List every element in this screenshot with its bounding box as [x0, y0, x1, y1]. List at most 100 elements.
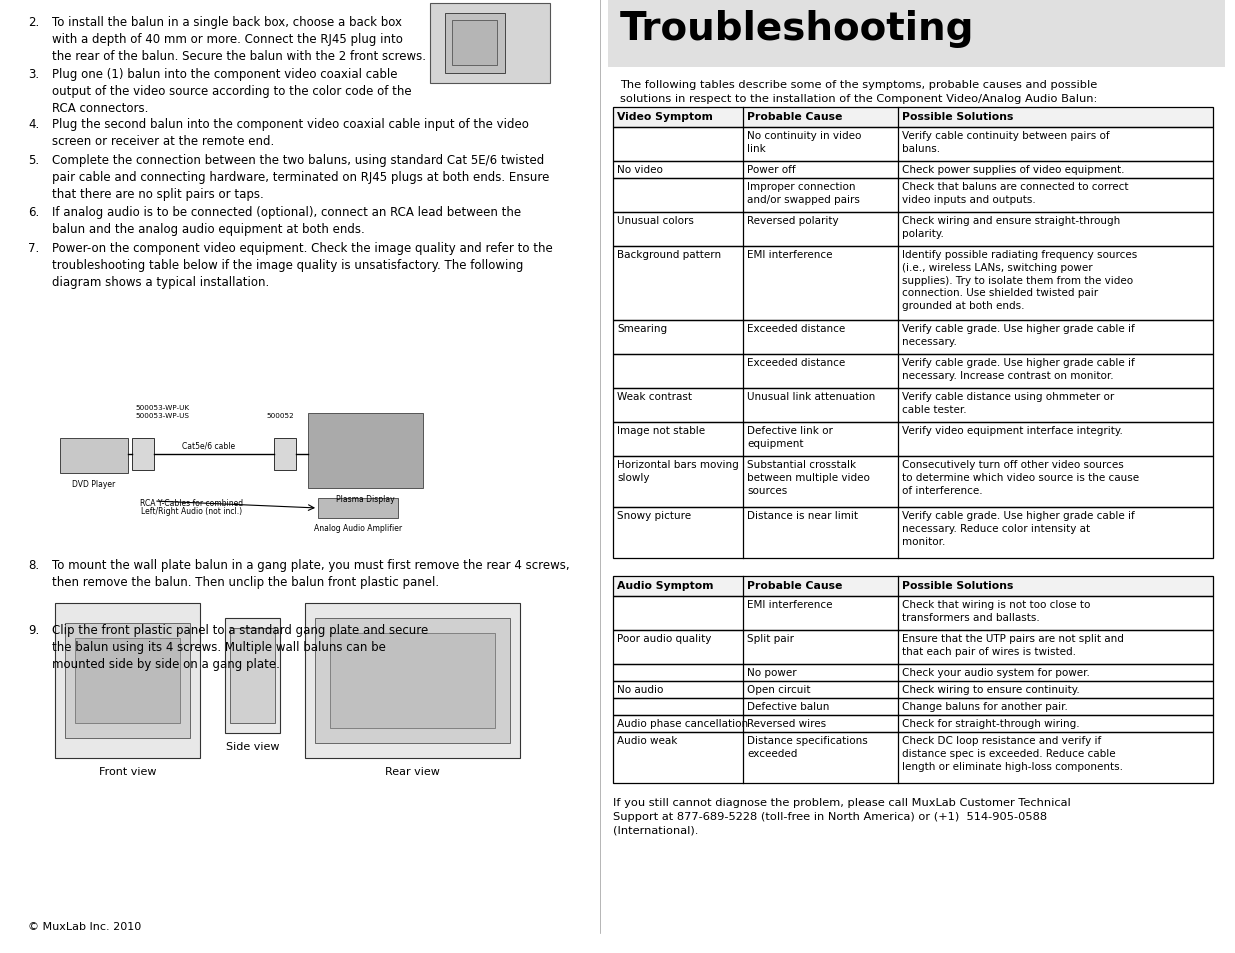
Text: 5.: 5. [28, 153, 40, 167]
Text: Snowy picture: Snowy picture [618, 511, 692, 520]
Text: Exceeded distance: Exceeded distance [747, 324, 845, 334]
Text: © MuxLab Inc. 2010: © MuxLab Inc. 2010 [28, 921, 141, 931]
Text: No audio: No audio [618, 684, 663, 695]
Text: RCA Y-Cables for combined: RCA Y-Cables for combined [141, 498, 243, 507]
Bar [225, 618, 280, 733]
Text: 500053-WP-US: 500053-WP-US [135, 413, 189, 418]
Text: Verify cable grade. Use higher grade cable if
necessary. Increase contrast on mo: Verify cable grade. Use higher grade cab… [902, 357, 1135, 380]
Text: Power-on the component video equipment. Check the image quality and refer to the: Power-on the component video equipment. … [52, 242, 553, 289]
Text: Verify cable continuity between pairs of
baluns.: Verify cable continuity between pairs of… [902, 131, 1109, 153]
Text: Cat5e/6 cable: Cat5e/6 cable [183, 441, 236, 451]
Text: Front view: Front view [99, 766, 157, 776]
Bar [445, 14, 505, 74]
Bar [75, 639, 180, 723]
Text: Ensure that the UTP pairs are not split and
that each pair of wires is twisted.: Ensure that the UTP pairs are not split … [902, 634, 1124, 656]
Text: 7.: 7. [28, 242, 40, 254]
Bar [56, 603, 200, 759]
Bar [613, 577, 1213, 597]
Bar [430, 4, 550, 84]
Text: EMI interference: EMI interference [747, 250, 832, 260]
Text: If analog audio is to be connected (optional), connect an RCA lead between the
b: If analog audio is to be connected (opti… [52, 206, 521, 236]
Bar [61, 438, 128, 474]
Text: Improper connection
and/or swapped pairs: Improper connection and/or swapped pairs [747, 182, 860, 205]
Bar [613, 630, 1213, 664]
Text: 8.: 8. [28, 558, 40, 572]
Bar [613, 577, 1213, 597]
Bar [230, 628, 275, 723]
Text: 3.: 3. [28, 68, 40, 81]
Text: The following tables describe some of the symptoms, probable causes and possible: The following tables describe some of th… [620, 80, 1098, 104]
Bar [305, 603, 520, 759]
Bar [613, 681, 1213, 699]
Text: No video: No video [618, 165, 663, 174]
Text: Smearing: Smearing [618, 324, 667, 334]
Bar [452, 21, 496, 66]
Text: Reversed wires: Reversed wires [747, 719, 826, 728]
Bar [613, 179, 1213, 213]
Bar [274, 438, 296, 471]
Text: Unusual link attenuation: Unusual link attenuation [747, 392, 876, 401]
Text: Audio Symptom: Audio Symptom [618, 580, 714, 590]
Bar [613, 664, 1213, 681]
Text: Complete the connection between the two baluns, using standard Cat 5E/6 twisted
: Complete the connection between the two … [52, 153, 550, 201]
Text: Check wiring and ensure straight-through
polarity.: Check wiring and ensure straight-through… [902, 215, 1120, 238]
Text: Verify cable grade. Use higher grade cable if
necessary.: Verify cable grade. Use higher grade cab… [902, 324, 1135, 347]
Text: Split pair: Split pair [747, 634, 794, 643]
Bar [613, 597, 1213, 630]
Text: Check wiring to ensure continuity.: Check wiring to ensure continuity. [902, 684, 1079, 695]
Text: Power off: Power off [747, 165, 795, 174]
Bar [613, 456, 1213, 507]
Bar [65, 623, 190, 739]
Text: Distance specifications
exceeded: Distance specifications exceeded [747, 735, 868, 758]
Bar [613, 699, 1213, 716]
Text: Check your audio system for power.: Check your audio system for power. [902, 667, 1089, 678]
Bar [613, 108, 1213, 128]
Text: Side view: Side view [226, 741, 279, 751]
Text: 500052: 500052 [266, 413, 294, 418]
Text: If you still cannot diagnose the problem, please call MuxLab Customer Technical
: If you still cannot diagnose the problem… [613, 797, 1071, 834]
Text: Background pattern: Background pattern [618, 250, 721, 260]
Text: To install the balun in a single back box, choose a back box
with a depth of 40 : To install the balun in a single back bo… [52, 16, 426, 63]
Text: Change baluns for another pair.: Change baluns for another pair. [902, 701, 1068, 711]
Text: Exceeded distance: Exceeded distance [747, 357, 845, 368]
Text: DVD Player: DVD Player [73, 479, 116, 489]
Text: Rear view: Rear view [385, 766, 440, 776]
Bar [613, 355, 1213, 389]
Text: Verify video equipment interface integrity.: Verify video equipment interface integri… [902, 426, 1123, 436]
Text: 4.: 4. [28, 118, 40, 131]
Text: Probable Cause: Probable Cause [747, 112, 842, 122]
Text: Probable Cause: Probable Cause [747, 580, 842, 590]
Text: Defective balun: Defective balun [747, 701, 830, 711]
Text: Consecutively turn off other video sources
to determine which video source is th: Consecutively turn off other video sourc… [902, 459, 1139, 495]
Bar [608, 0, 1225, 68]
Text: Check power supplies of video equipment.: Check power supplies of video equipment. [902, 165, 1125, 174]
Bar [613, 213, 1213, 247]
Text: Plug the second balun into the component video coaxial cable input of the video
: Plug the second balun into the component… [52, 118, 529, 148]
Bar [613, 320, 1213, 355]
Bar [613, 422, 1213, 456]
Text: Identify possible radiating frequency sources
(i.e., wireless LANs, switching po: Identify possible radiating frequency so… [902, 250, 1137, 311]
Text: Weak contrast: Weak contrast [618, 392, 692, 401]
Text: Check for straight-through wiring.: Check for straight-through wiring. [902, 719, 1079, 728]
Text: Possible Solutions: Possible Solutions [902, 580, 1014, 590]
Bar [132, 438, 154, 471]
Text: Substantial crosstalk
between multiple video
sources: Substantial crosstalk between multiple v… [747, 459, 869, 495]
Bar [308, 414, 424, 489]
Bar [613, 732, 1213, 783]
Text: Audio weak: Audio weak [618, 735, 677, 745]
Bar [613, 507, 1213, 558]
Text: Poor audio quality: Poor audio quality [618, 634, 711, 643]
Text: Check DC loop resistance and verify if
distance spec is exceeded. Reduce cable
l: Check DC loop resistance and verify if d… [902, 735, 1123, 771]
Text: Possible Solutions: Possible Solutions [902, 112, 1014, 122]
Text: Open circuit: Open circuit [747, 684, 810, 695]
Text: Image not stable: Image not stable [618, 426, 705, 436]
Text: 2.: 2. [28, 16, 40, 29]
Bar [317, 498, 398, 518]
Text: 500053-WP-UK: 500053-WP-UK [135, 405, 189, 411]
Text: Audio phase cancellation: Audio phase cancellation [618, 719, 748, 728]
Text: Left/Right Audio (not incl.): Left/Right Audio (not incl.) [142, 506, 242, 516]
Text: Verify cable grade. Use higher grade cable if
necessary. Reduce color intensity : Verify cable grade. Use higher grade cab… [902, 511, 1135, 546]
Text: Defective link or
equipment: Defective link or equipment [747, 426, 832, 448]
Bar [613, 108, 1213, 128]
Text: Troubleshooting: Troubleshooting [620, 10, 974, 48]
